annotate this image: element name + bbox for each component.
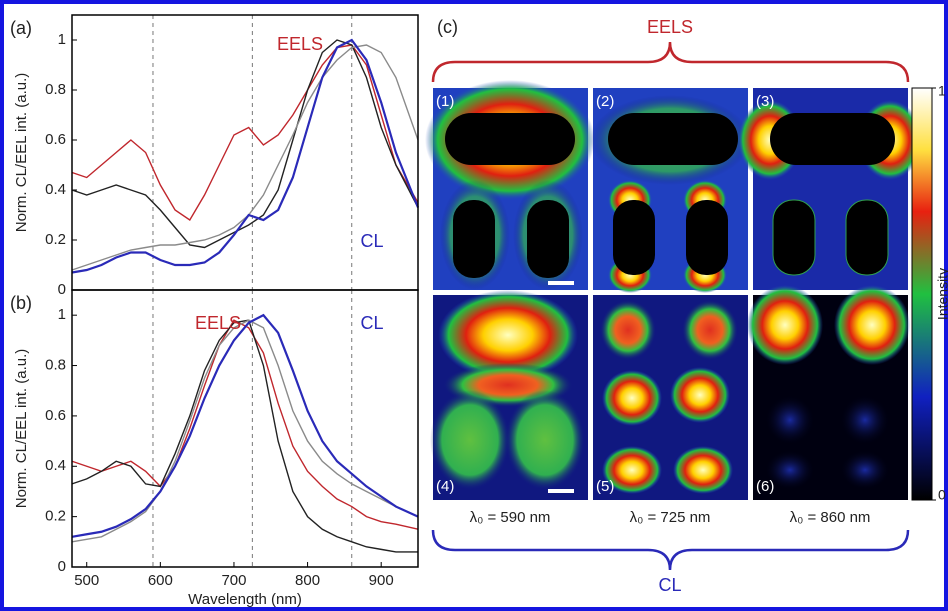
colorbar-label: Intensity [935,268,948,320]
bracket-label: EELS [647,17,693,37]
colorbar-tick-label: 0 [938,487,946,503]
panel-label: (b) [10,293,32,313]
x-tick-label: 900 [369,572,394,589]
glow [602,370,662,426]
rod [686,200,728,275]
panel-label: (c) [437,17,458,37]
glow [670,367,730,423]
y-tick-label: 1 [58,306,66,323]
annotation: CL [360,313,383,333]
line-series [71,39,419,249]
glow [600,300,656,360]
x-tick-label: 600 [148,572,173,589]
panel-label: (a) [10,18,32,38]
glow [765,450,815,490]
plot-frame [71,289,419,568]
colorbar [911,87,933,501]
y-axis-label: Norm. CL/EEL int. (a.u.) [13,349,30,509]
line-series [71,44,419,221]
y-axis-label: Norm. CL/EEL int. (a.u.) [13,73,30,233]
glow [438,290,578,380]
glow [505,390,585,490]
rod [772,199,816,276]
line-series [71,38,420,274]
y-tick-label: 0 [58,558,66,575]
panel-number: (4) [436,478,454,495]
line-series [71,44,419,271]
colorbar-tick-label: 1 [938,83,946,99]
x-axis-label: Wavelength (nm) [188,591,302,608]
y-tick-label: 0.2 [45,231,66,248]
line-series [71,313,419,538]
line-series [71,319,419,543]
rod [527,200,569,278]
y-tick-label: 0.2 [45,508,66,525]
glow [682,300,738,360]
scale-bar [548,281,574,285]
panel-number: (1) [436,93,454,110]
line-series [71,319,419,530]
rod [453,200,495,278]
rod [845,199,889,276]
glow [673,446,733,494]
glow [840,450,890,490]
y-tick-label: 0 [58,281,66,298]
rod [608,113,738,165]
scale-bar [548,489,574,493]
maps [425,41,933,571]
glow [747,285,823,365]
y-tick-label: 0.4 [45,181,66,198]
panel-number: (2) [596,93,614,110]
bracket [431,41,910,83]
glow [765,395,815,445]
y-tick-label: 0.4 [45,457,66,474]
annotation: CL [360,231,383,251]
y-tick-label: 1 [58,31,66,48]
wavelength-label: λ₀ = 860 nm [790,509,871,526]
rod [445,113,575,165]
panel-number: (6) [756,478,774,495]
wavelength-label: λ₀ = 725 nm [630,509,711,526]
rod [770,113,895,165]
glow [840,395,890,445]
glow [834,285,910,365]
y-tick-label: 0.8 [45,81,66,98]
panel-number: (5) [596,478,614,495]
line-series [71,319,418,553]
annotation: EELS [195,313,241,333]
bracket [431,529,910,571]
rod [613,200,655,275]
x-tick-label: 700 [221,572,246,589]
glow [602,446,662,494]
x-tick-label: 500 [74,572,99,589]
y-tick-label: 0.6 [45,131,66,148]
panel-number: (3) [756,93,774,110]
x-tick-label: 800 [295,572,320,589]
y-tick-label: 0.8 [45,357,66,374]
wavelength-label: λ₀ = 590 nm [470,509,551,526]
y-tick-label: 0.6 [45,407,66,424]
glow [430,390,510,490]
annotation: EELS [277,34,323,54]
bracket-label: CL [658,575,681,595]
